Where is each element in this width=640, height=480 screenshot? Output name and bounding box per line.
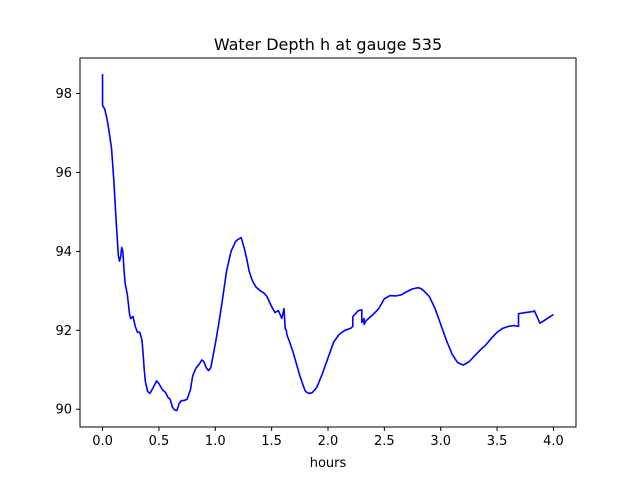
y-axis: 90 92 94 96 98 <box>55 87 80 418</box>
y-tick-label: 96 <box>55 166 72 181</box>
x-tick-label: 3.5 <box>487 434 508 449</box>
x-tick-label: 2.0 <box>318 434 339 449</box>
x-tick-label: 0.5 <box>149 434 170 449</box>
series-line <box>101 73 554 412</box>
x-tick-label: 1.0 <box>205 434 226 449</box>
y-tick-label: 94 <box>55 245 72 260</box>
y-tick-label: 90 <box>55 403 72 418</box>
x-tick-label: 3.0 <box>430 434 451 449</box>
plot-frame <box>79 57 577 428</box>
x-tick-label: 0.0 <box>92 434 113 449</box>
plot-background <box>80 58 576 427</box>
x-axis-label: hours <box>310 456 347 471</box>
y-tick-label: 98 <box>55 87 72 102</box>
x-tick-label: 1.5 <box>261 434 282 449</box>
x-tick-label: 4.0 <box>543 434 564 449</box>
x-tick-label: 2.5 <box>374 434 395 449</box>
chart-title: Water Depth h at gauge 535 <box>214 35 442 54</box>
x-axis: 0.0 0.5 1.0 1.5 2.0 2.5 3.0 3.5 4.0 <box>92 427 564 449</box>
y-tick-label: 92 <box>55 324 72 339</box>
